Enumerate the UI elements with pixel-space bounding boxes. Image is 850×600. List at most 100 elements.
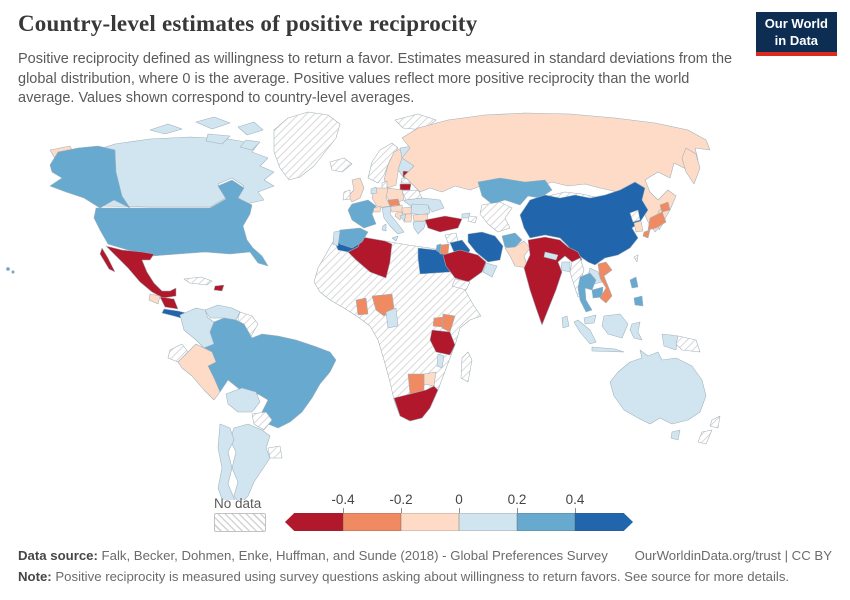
country-iceland[interactable] (329, 157, 353, 173)
legend-color-bar[interactable] (285, 513, 633, 531)
country-uruguay[interactable] (267, 445, 283, 459)
country-canada[interactable] (83, 136, 275, 208)
country-norway[interactable] (367, 142, 399, 184)
country-france[interactable] (347, 199, 377, 229)
country-uganda[interactable] (432, 316, 444, 328)
country-thailand[interactable] (577, 272, 597, 313)
country-new-zealand-north[interactable] (709, 415, 721, 429)
footer-owid-link[interactable]: OurWorldinData.org/trust | CC BY (634, 548, 832, 563)
country-zimbabwe[interactable] (423, 371, 437, 387)
legend-tick-mark (575, 508, 576, 513)
country-japan-hokkaido[interactable] (659, 201, 671, 213)
country-cameroon[interactable] (385, 307, 399, 329)
country-canada-island[interactable] (195, 116, 231, 130)
country-ghana[interactable] (355, 297, 369, 316)
country-hungary[interactable] (401, 206, 413, 215)
legend-bin-pos3[interactable] (575, 513, 633, 531)
legend-bin-pos1[interactable] (459, 513, 517, 531)
country-usa-hawaii[interactable] (6, 267, 10, 271)
country-canada-island[interactable] (239, 139, 261, 151)
country-italy-sardinia[interactable] (381, 223, 387, 232)
country-afghanistan[interactable] (501, 232, 523, 249)
country-usa-alaska[interactable] (49, 145, 131, 209)
country-azerbaijan[interactable] (467, 215, 478, 224)
country-pakistan[interactable] (504, 240, 531, 269)
world-choropleth-map[interactable] (0, 104, 850, 500)
country-chile[interactable] (217, 423, 238, 500)
country-canada-island[interactable] (205, 133, 231, 145)
country-uk[interactable] (347, 177, 365, 203)
country-haiti[interactable] (213, 284, 225, 292)
country-taiwan[interactable] (633, 254, 639, 263)
country-mexico[interactable] (105, 245, 177, 299)
country-uae-oman[interactable] (482, 262, 498, 278)
country-argentina[interactable] (229, 423, 271, 500)
country-philippines-luzon[interactable] (629, 276, 639, 289)
country-china[interactable] (519, 181, 649, 266)
country-vietnam[interactable] (597, 261, 613, 304)
country-australia-tasmania[interactable] (670, 429, 681, 441)
country-romania[interactable] (410, 203, 431, 216)
legend-bin-pos2[interactable] (517, 513, 575, 531)
country-paraguay[interactable] (251, 411, 273, 431)
country-italy-sicily[interactable] (391, 235, 399, 242)
country-greece[interactable] (412, 220, 427, 235)
country-malaysia[interactable] (583, 314, 597, 325)
region-uzbek-turkmen[interactable] (479, 201, 513, 233)
country-serbia[interactable] (403, 213, 413, 223)
country-switzerland[interactable] (372, 205, 382, 213)
country-india[interactable] (523, 236, 583, 326)
country-south-korea[interactable] (633, 220, 644, 233)
country-yemen[interactable] (451, 278, 471, 291)
country-tanzania[interactable] (429, 329, 456, 356)
country-bolivia[interactable] (225, 387, 261, 413)
country-madagascar[interactable] (460, 351, 473, 383)
country-nicaragua[interactable] (159, 296, 179, 310)
country-greenland[interactable] (273, 111, 341, 181)
country-usa[interactable] (93, 179, 269, 267)
country-turkey[interactable] (424, 215, 463, 233)
country-peru[interactable] (177, 343, 221, 401)
country-indonesia-sumatra[interactable] (573, 319, 597, 345)
legend-bin-neg2[interactable] (343, 513, 401, 531)
legend-no-data-swatch[interactable] (214, 513, 266, 532)
country-jordan[interactable] (439, 243, 450, 255)
country-australia[interactable] (609, 349, 707, 425)
country-croatia[interactable] (394, 211, 404, 221)
country-new-zealand-south[interactable] (697, 429, 713, 445)
country-russia-kamchatka[interactable] (681, 147, 701, 185)
country-mexico-baja[interactable] (99, 247, 116, 273)
legend-bin-neg3[interactable] (285, 513, 343, 531)
country-guatemala[interactable] (148, 293, 161, 305)
country-sri-lanka[interactable] (561, 315, 570, 329)
country-czechia[interactable] (387, 198, 401, 207)
country-saudi-arabia[interactable] (442, 249, 487, 283)
country-north-korea[interactable] (629, 209, 641, 223)
country-kazakhstan[interactable] (477, 177, 553, 206)
country-indonesia-java[interactable] (591, 346, 625, 353)
country-canada-island[interactable] (237, 121, 264, 136)
country-indonesia-sulawesi[interactable] (629, 321, 643, 341)
country-usa-hawaii[interactable] (11, 270, 15, 274)
country-indonesia-papua[interactable] (661, 333, 679, 351)
country-venezuela[interactable] (204, 304, 241, 321)
country-nepal[interactable] (543, 251, 559, 261)
country-south-africa[interactable] (393, 385, 439, 422)
country-cuba[interactable] (183, 276, 213, 286)
country-netherlands[interactable] (370, 186, 378, 195)
country-bangladesh[interactable] (560, 261, 571, 273)
country-iran[interactable] (467, 231, 504, 263)
country-portugal[interactable] (332, 230, 341, 247)
legend-tick-label: -0.2 (389, 492, 413, 507)
country-ireland[interactable] (342, 189, 351, 201)
legend-bin-neg1[interactable] (401, 513, 459, 531)
country-japan-honshu[interactable] (647, 211, 667, 231)
country-philippines-mindanao[interactable] (633, 295, 644, 307)
country-canada-island[interactable] (149, 123, 183, 135)
country-png[interactable] (675, 335, 701, 353)
country-lithuania[interactable] (399, 183, 412, 191)
country-brazil[interactable] (203, 317, 337, 429)
country-japan-kyushu[interactable] (642, 229, 651, 239)
country-indonesia-borneo[interactable] (601, 313, 629, 339)
country-malawi[interactable] (436, 353, 445, 369)
